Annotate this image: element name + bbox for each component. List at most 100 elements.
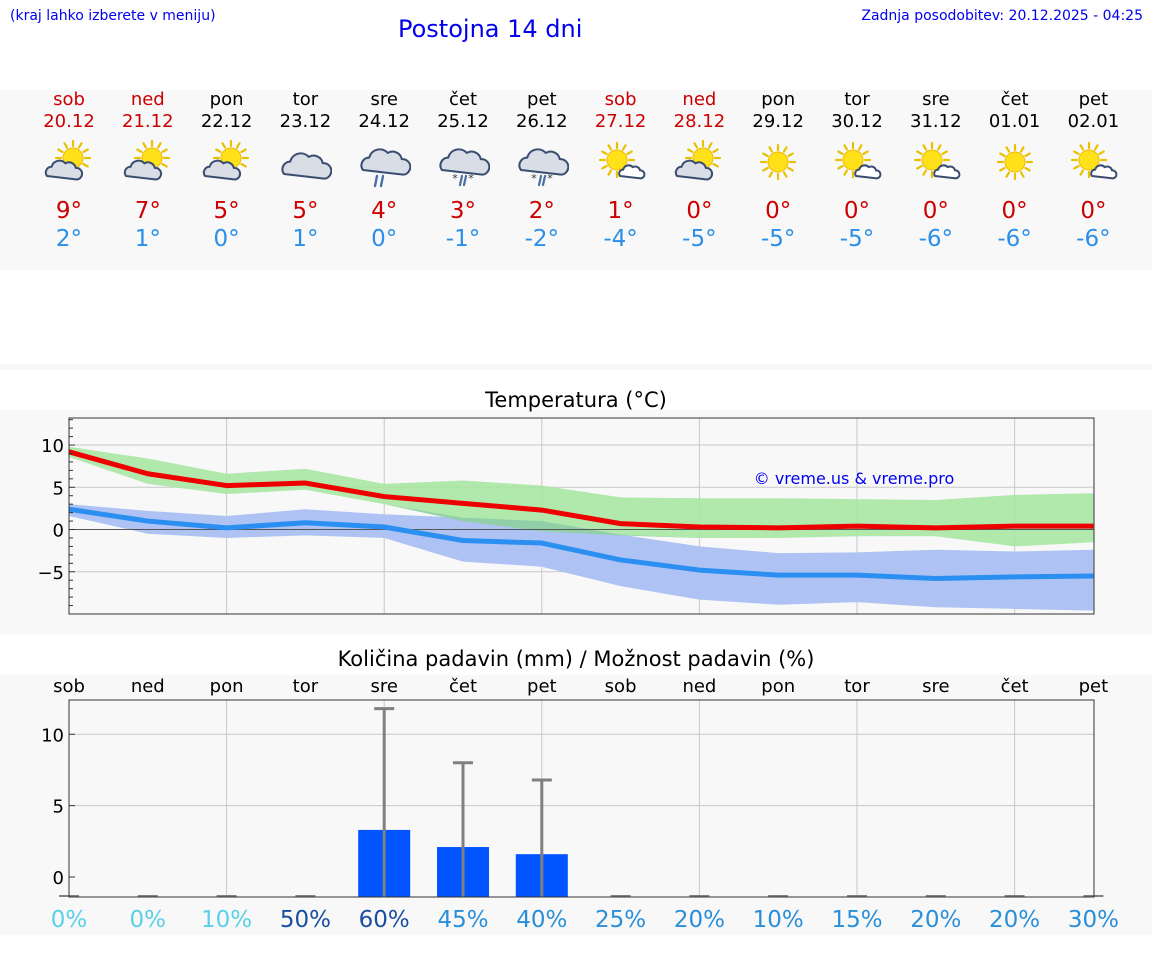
precipitation-chart: sob ned pon tor sre čet pet sob ned pon tor sre čet p… bbox=[41, 676, 1119, 933]
category-label: ned bbox=[131, 676, 165, 697]
precip-probability: 20% bbox=[674, 907, 725, 933]
precip-error-bar bbox=[374, 707, 395, 897]
max-temp: 3° bbox=[449, 198, 477, 224]
band-overlap bbox=[69, 456, 1094, 547]
precip-probability: 40% bbox=[516, 907, 567, 933]
category-label: pon bbox=[761, 676, 795, 697]
day-column: ned 28.12 0° -5° bbox=[659, 90, 739, 260]
day-name: pet bbox=[527, 89, 557, 110]
sun-cloud-icon bbox=[44, 139, 92, 181]
sun-cloud-icon bbox=[202, 139, 249, 181]
precip-probability: 10% bbox=[753, 907, 804, 933]
day-column: čet 25.12 3° -1° * * bbox=[423, 90, 503, 260]
temperature-chart-title: Temperatura (°C) bbox=[485, 388, 667, 412]
min-temp: -6° bbox=[918, 226, 954, 252]
sun-small-cloud-icon bbox=[1071, 141, 1118, 180]
y-tick-label: 5 bbox=[53, 797, 64, 818]
day-column: tor 23.12 5° 1° bbox=[265, 90, 345, 260]
day-date: 28.12 bbox=[673, 111, 726, 132]
max-temp: 0° bbox=[686, 198, 713, 224]
day-date: 21.12 bbox=[122, 111, 174, 132]
category-label: pet bbox=[527, 676, 557, 697]
category-label: sre bbox=[370, 676, 397, 697]
category-label: tor bbox=[293, 676, 319, 697]
svg-text:*: * bbox=[531, 172, 537, 185]
day-name: ned bbox=[130, 89, 165, 110]
category-label: sob bbox=[53, 676, 85, 697]
day-column: sob 20.12 9° 2° bbox=[29, 90, 109, 260]
divider bbox=[0, 364, 1152, 370]
y-tick-label: 10 bbox=[41, 436, 64, 457]
day-column: sre 24.12 4° 0° bbox=[344, 90, 424, 260]
category-label: čet bbox=[1001, 676, 1029, 697]
day-name: sob bbox=[604, 89, 637, 110]
day-name: čet bbox=[1000, 89, 1029, 110]
sun-icon bbox=[760, 143, 797, 181]
sleet-icon: * * bbox=[439, 148, 490, 187]
min-temp: -1° bbox=[445, 226, 481, 252]
day-column: pon 29.12 0° -5° bbox=[738, 90, 818, 260]
min-temp: 0° bbox=[213, 226, 240, 252]
min-temp: -6° bbox=[997, 226, 1032, 252]
max-temp: 0° bbox=[1080, 198, 1107, 224]
y-tick-label: 0 bbox=[53, 868, 64, 889]
precip-probability: 15% bbox=[831, 907, 882, 933]
day-name: pon bbox=[209, 89, 244, 110]
day-name: tor bbox=[292, 89, 319, 110]
sun-cloud-icon bbox=[123, 139, 170, 181]
day-name: ned bbox=[682, 89, 717, 110]
day-name: pet bbox=[1078, 89, 1109, 110]
min-temp: 1° bbox=[292, 226, 319, 252]
day-name: pon bbox=[761, 89, 796, 110]
category-label: sob bbox=[605, 676, 637, 697]
min-temp: -4° bbox=[603, 226, 638, 252]
day-date: 30.12 bbox=[831, 111, 883, 132]
sleet-icon: * * bbox=[518, 148, 569, 187]
precip-probability: 20% bbox=[989, 907, 1040, 933]
day-name: sre bbox=[370, 89, 398, 110]
day-column: tor 30.12 0° -5° bbox=[817, 90, 897, 260]
max-temp: 0° bbox=[1001, 198, 1028, 224]
last-updated: Zadnja posodobitev: 20.12.2025 - 04:25 bbox=[861, 8, 1143, 24]
max-temp: 1° bbox=[607, 198, 634, 224]
precip-probability: 30% bbox=[1068, 907, 1119, 933]
max-temp: 5° bbox=[292, 198, 319, 224]
max-temp: 4° bbox=[371, 198, 398, 224]
rain-icon bbox=[360, 148, 412, 188]
min-temp: -5° bbox=[682, 226, 717, 252]
day-date: 26.12 bbox=[516, 111, 568, 132]
day-column: sob 27.12 1° -4° bbox=[581, 90, 661, 260]
precip-probability: 0% bbox=[51, 907, 88, 933]
svg-text:*: * bbox=[547, 172, 553, 185]
precip-probability: 50% bbox=[280, 907, 331, 933]
y-tick-label: 0 bbox=[53, 521, 64, 542]
day-column: čet 01.01 0° -6° bbox=[975, 90, 1055, 260]
day-name: čet bbox=[448, 89, 478, 110]
day-date: 02.01 bbox=[1067, 111, 1120, 132]
temperature-chart: 10 5 0 −5 © vreme.us & vreme.pro bbox=[37, 417, 1095, 615]
day-date: 22.12 bbox=[200, 111, 253, 132]
header-hint[interactable]: (kraj lahko izberete v meniju) bbox=[10, 8, 216, 24]
min_range-band bbox=[69, 504, 1094, 611]
day-date: 25.12 bbox=[437, 111, 489, 132]
day-column: pet 26.12 2° -2° * * bbox=[502, 90, 582, 260]
max-temp: 9° bbox=[55, 198, 83, 224]
max-temp: 7° bbox=[134, 198, 161, 224]
min-temp: -5° bbox=[839, 226, 875, 252]
precip-error-bar bbox=[531, 778, 552, 897]
min-temp: -5° bbox=[760, 226, 796, 252]
sun-small-cloud-icon bbox=[598, 141, 645, 180]
max_range-band bbox=[69, 446, 1094, 547]
svg-text:*: * bbox=[452, 172, 458, 185]
watermark[interactable]: © vreme.us & vreme.pro bbox=[754, 469, 955, 488]
precipitation-chart-title: Količina padavin (mm) / Možnost padavin … bbox=[337, 647, 815, 671]
day-column: pon 22.12 5° 0° bbox=[187, 90, 267, 260]
day-column: ned 21.12 7° 1° bbox=[108, 90, 188, 260]
min-temp: 0° bbox=[371, 226, 398, 252]
sun-small-cloud-icon bbox=[913, 141, 961, 180]
day-name: sob bbox=[53, 89, 85, 110]
day-date: 31.12 bbox=[910, 111, 962, 132]
y-tick-label: −5 bbox=[37, 563, 64, 584]
day-column: pet 02.01 0° -6° bbox=[1053, 90, 1133, 260]
day-date: 20.12 bbox=[43, 111, 95, 132]
